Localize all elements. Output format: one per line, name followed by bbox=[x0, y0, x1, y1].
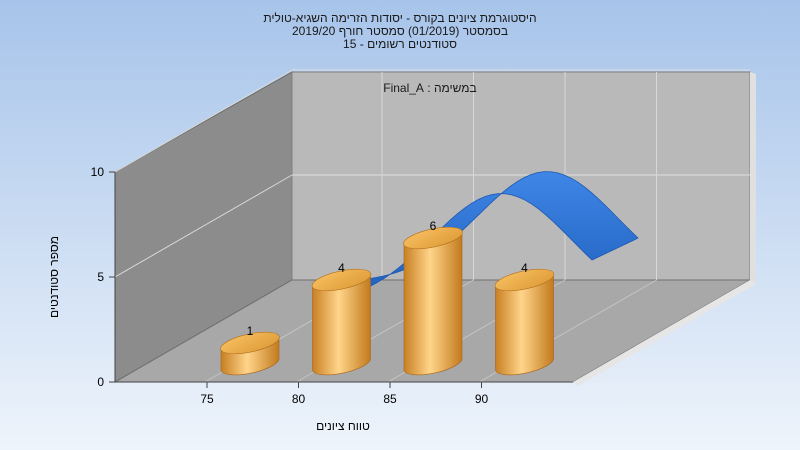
x-axis-ticks: 75 80 85 90 bbox=[200, 382, 488, 406]
y-tick-label: 0 bbox=[97, 375, 104, 389]
x-tick-label: 75 bbox=[200, 392, 214, 406]
x-axis-label: טווח ציונים bbox=[316, 419, 370, 433]
bar-value-label: 4 bbox=[338, 261, 345, 275]
y-axis-ticks: 0 5 10 bbox=[91, 165, 115, 389]
chart-title-line-2: בסמסטר (01/2019) סמסטר חורף 2019/20 bbox=[292, 24, 508, 38]
bar-top bbox=[311, 268, 372, 292]
floor-edge bbox=[573, 280, 756, 386]
bar-1: 4 bbox=[311, 261, 372, 376]
gridline-side bbox=[114, 69, 293, 173]
bar-top bbox=[403, 226, 463, 250]
bar-3: 4 bbox=[494, 261, 555, 376]
x-tick-label: 85 bbox=[383, 392, 397, 406]
chart-title-line-3: סטודנטים רשומים - 15 bbox=[343, 37, 457, 51]
y-tick-label: 10 bbox=[91, 165, 105, 179]
bar-top bbox=[220, 331, 280, 355]
bar-0: 1 bbox=[220, 324, 280, 376]
gridline-side bbox=[114, 174, 293, 278]
back-wall bbox=[291, 71, 751, 281]
x-tick-label: 90 bbox=[475, 392, 489, 406]
bar-2: 6 bbox=[403, 219, 463, 376]
bars-group: 1 4 6 4 bbox=[220, 219, 555, 376]
bar-value-label: 4 bbox=[521, 261, 528, 275]
bar-value-label: 1 bbox=[247, 324, 254, 338]
x-tick-label: 80 bbox=[292, 392, 306, 406]
y-axis-label: מספר סטודנטים bbox=[47, 236, 61, 318]
plot-subtitle: במשימה : Final_A bbox=[383, 81, 476, 95]
bar-value-label: 6 bbox=[430, 219, 437, 233]
bar-body bbox=[403, 231, 463, 376]
back-wall-edge bbox=[750, 72, 756, 284]
bar-body bbox=[312, 273, 371, 376]
chart-title-line-1: היסטוגרמת ציונים בקורס - יסודות הזרימה ה… bbox=[263, 11, 536, 25]
bar-body bbox=[495, 273, 554, 376]
bar-top bbox=[494, 268, 555, 292]
y-tick-label: 5 bbox=[97, 270, 104, 284]
